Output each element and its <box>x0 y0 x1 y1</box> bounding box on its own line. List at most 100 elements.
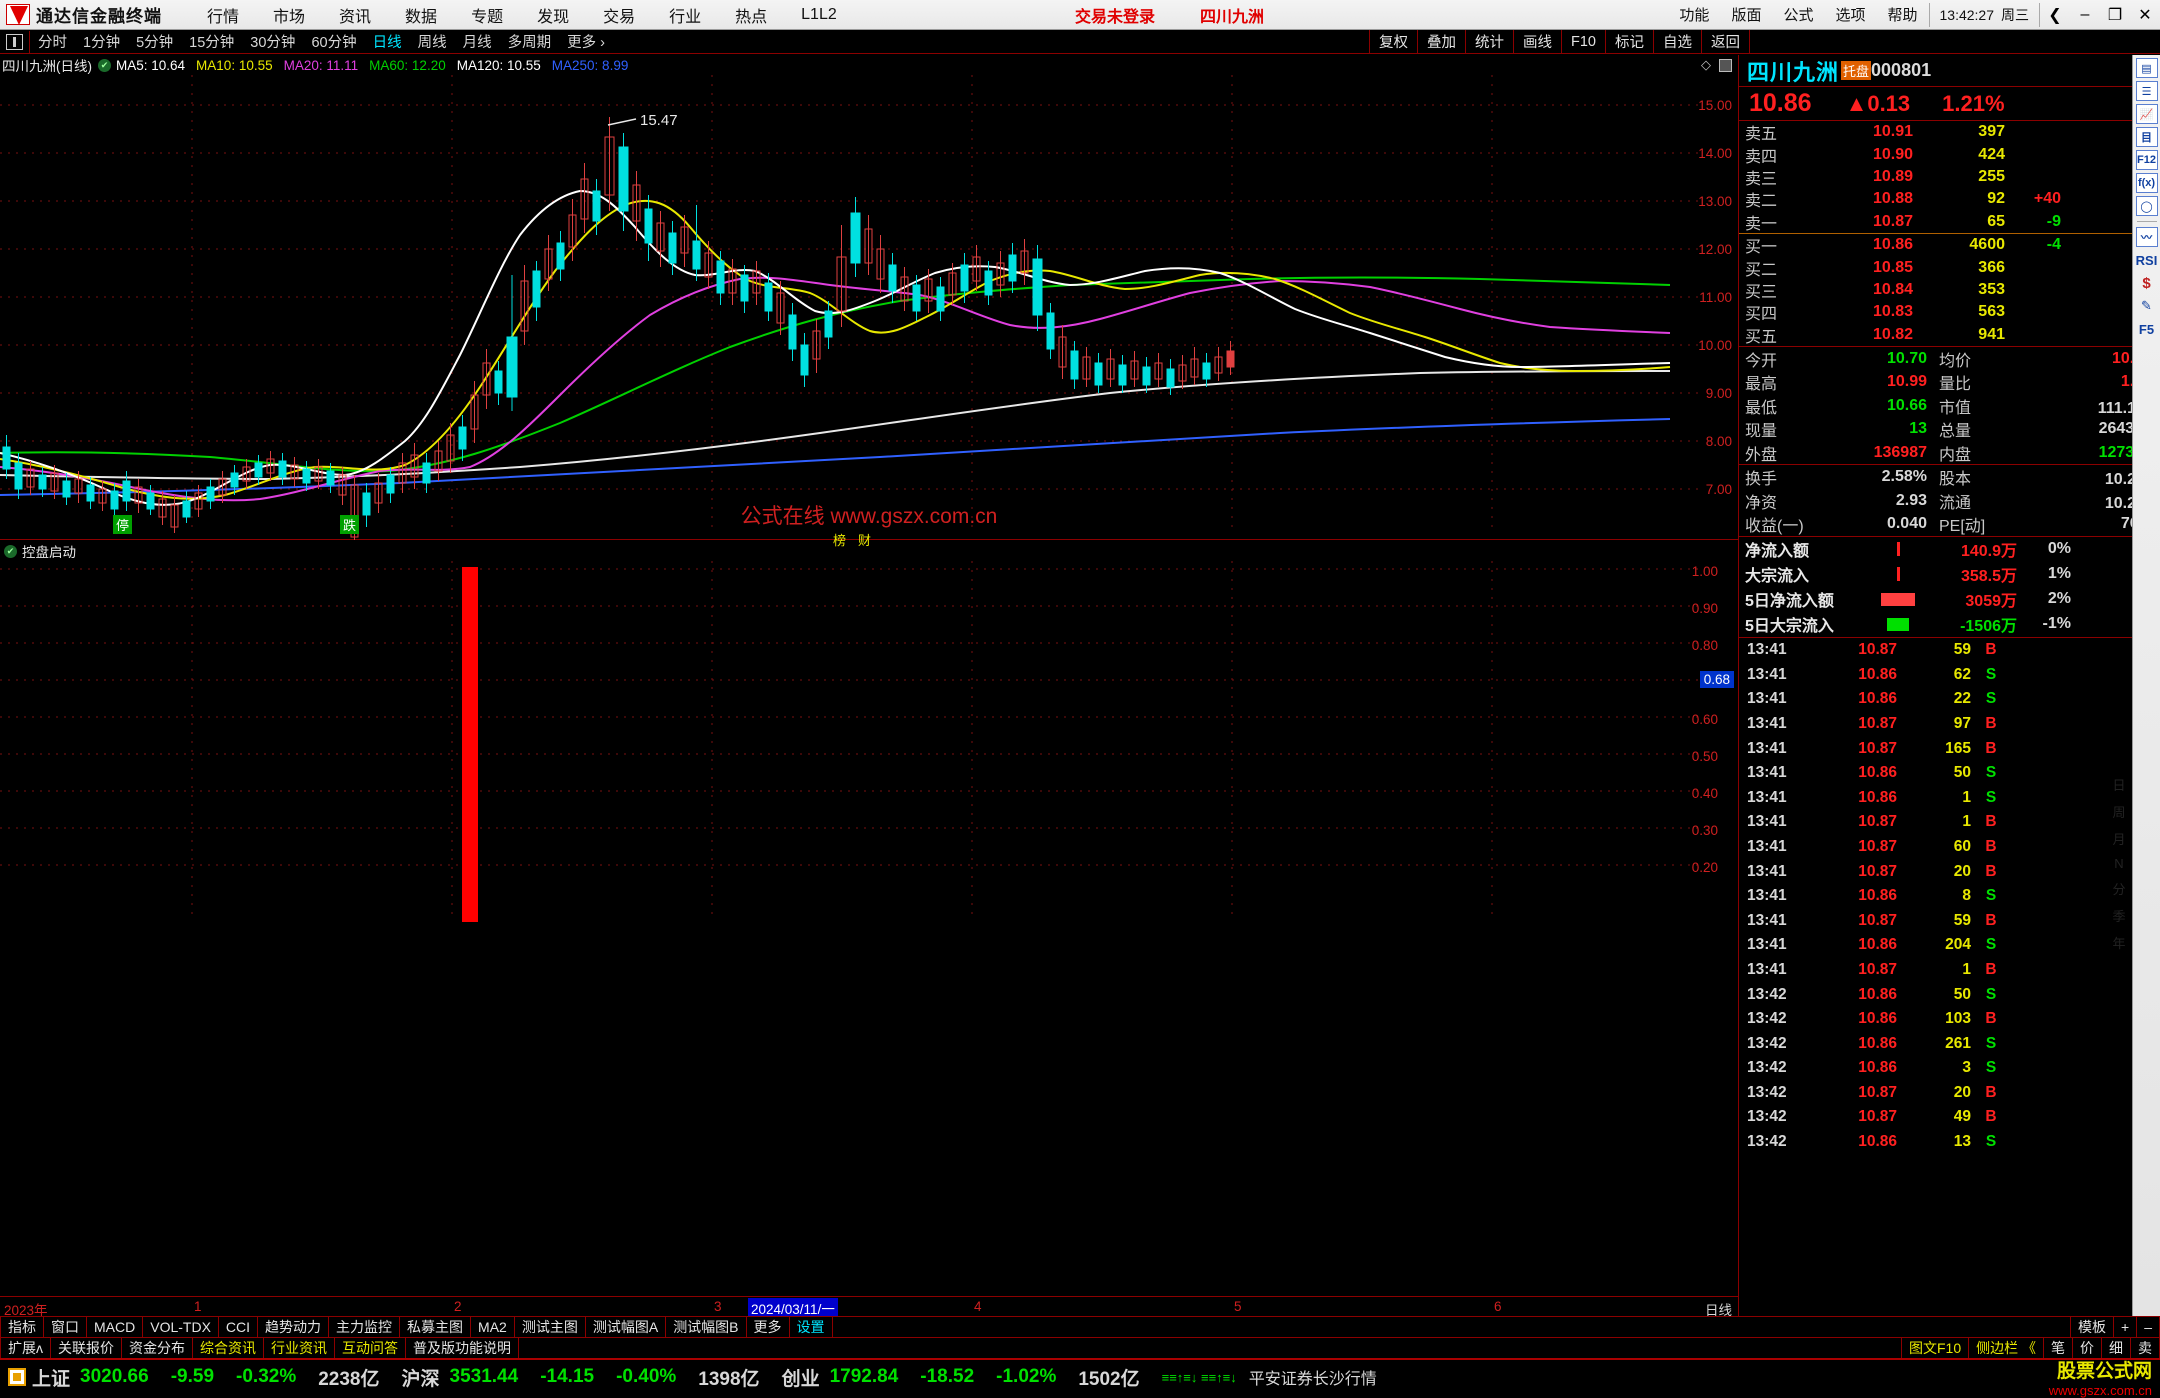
menu-item-quotes[interactable]: 行情 <box>207 8 240 26</box>
timeframe-letter-strip[interactable]: 日 周 月 N 分 季 年 <box>2106 775 2132 952</box>
close-icon[interactable]: ✕ <box>2138 6 2152 24</box>
letter-minute[interactable]: 分 <box>2112 882 2126 897</box>
btn-test-main[interactable]: 测试主图 <box>515 1317 586 1337</box>
btn-more[interactable]: 更多 <box>747 1317 790 1337</box>
grid-icon[interactable]: ▤ <box>2135 58 2158 78</box>
btn-cci[interactable]: CCI <box>219 1317 259 1337</box>
minimize-icon[interactable]: – <box>2080 5 2090 23</box>
letter-year[interactable]: 年 <box>2112 936 2126 951</box>
tool-adjust[interactable]: 复权 <box>1369 29 1417 54</box>
menu-item-news[interactable]: 资讯 <box>339 8 372 26</box>
btn-test-sub-a[interactable]: 测试幅图A <box>586 1317 667 1337</box>
letter-day[interactable]: 日 <box>2112 778 2126 793</box>
order-book[interactable]: 卖五 10.91 397 卖四 10.90 424 卖三 10.89 255 卖二 10.88… <box>1739 121 2160 346</box>
chart-icon[interactable]: 📈 <box>2135 104 2158 124</box>
tool-drawline[interactable]: 画线 <box>1513 29 1561 54</box>
btn-interactive-qa[interactable]: 互动问答 <box>335 1338 406 1358</box>
btn-linked-quote[interactable]: 关联报价 <box>51 1338 122 1358</box>
back-icon[interactable]: ❮ <box>2048 6 2062 24</box>
btn-private-main[interactable]: 私募主图 <box>400 1317 472 1337</box>
tool-overlay[interactable]: 叠加 <box>1417 29 1465 54</box>
period-multi[interactable]: 多周期 <box>507 35 552 51</box>
btn-test-sub-b[interactable]: 测试幅图B <box>666 1317 747 1337</box>
period-monthly[interactable]: 月线 <box>462 35 492 51</box>
btn-trend-power[interactable]: 趋势动力 <box>258 1317 330 1337</box>
order-book-row[interactable]: 买四 10.83 563 <box>1739 301 2160 323</box>
btn-indicator[interactable]: 指标 <box>0 1317 44 1337</box>
period-fenshi[interactable]: 分时 <box>38 35 67 51</box>
market-icon[interactable] <box>8 1368 26 1386</box>
letter-quarter[interactable]: 季 <box>2112 909 2126 924</box>
btn-main-monitor[interactable]: 主力监控 <box>329 1317 401 1337</box>
tool-mark[interactable]: 标记 <box>1605 29 1653 54</box>
btn-detail[interactable]: 细 <box>2102 1338 2131 1358</box>
btn-ma2[interactable]: MA2 <box>471 1317 515 1337</box>
letter-week[interactable]: 周 <box>2112 805 2126 820</box>
menu-item-discover[interactable]: 发现 <box>537 8 570 26</box>
btn-macd[interactable]: MACD <box>87 1317 144 1337</box>
period-60min[interactable]: 60分钟 <box>311 35 357 51</box>
letter-n[interactable]: N <box>2114 856 2124 871</box>
tool-statistics[interactable]: 统计 <box>1465 29 1513 54</box>
order-book-row[interactable]: 卖五 10.91 397 <box>1739 121 2160 143</box>
menu-item-help[interactable]: 帮助 <box>1887 7 1918 24</box>
fullscreen-icon[interactable] <box>1719 58 1732 72</box>
btn-zoom-in[interactable]: + <box>2114 1317 2138 1337</box>
indicator-pane[interactable]: ✔ 控盘启动 <box>0 541 1738 1280</box>
formula-icon[interactable]: f(x) <box>2135 173 2158 193</box>
menu-item-trade[interactable]: 交易 <box>603 8 636 26</box>
period-5min[interactable]: 5分钟 <box>136 35 174 51</box>
tool-f10[interactable]: F10 <box>1561 29 1605 54</box>
order-book-row[interactable]: 买二 10.85 366 <box>1739 256 2160 279</box>
menu-item-hotspot[interactable]: 热点 <box>735 8 768 26</box>
circle-icon[interactable]: ◯ <box>2135 196 2158 216</box>
period-more[interactable]: 更多 › <box>567 35 605 51</box>
tool-watchlist[interactable]: 自选 <box>1653 29 1701 54</box>
f5-icon[interactable]: F5 <box>2138 321 2155 337</box>
menu-item-l1l2[interactable]: L1L2 <box>801 5 837 23</box>
btn-extend[interactable]: 扩展ʌ <box>0 1338 51 1358</box>
calendar-icon[interactable]: 目 <box>2135 127 2158 147</box>
btn-fund-distribution[interactable]: 资金分布 <box>122 1338 193 1358</box>
list-icon[interactable]: ☰ <box>2135 81 2158 101</box>
btn-price[interactable]: 价 <box>2073 1338 2102 1358</box>
btn-comprehensive-news[interactable]: 综合资讯 <box>193 1338 264 1358</box>
letter-month[interactable]: 月 <box>2112 832 2126 847</box>
order-book-row[interactable]: 卖二 10.88 92 +40 <box>1739 188 2160 210</box>
panel-toggle-icon[interactable] <box>6 33 23 50</box>
restore-icon[interactable]: ❐ <box>2107 6 2123 24</box>
pen-icon[interactable]: ✎ <box>2141 298 2152 313</box>
indicator-plot-area[interactable]: 1.00 0.90 0.80 0.60 0.50 0.40 0.30 0.20 … <box>0 561 1738 1280</box>
btn-f10-graphic[interactable]: 图文F10 <box>1900 1338 1970 1358</box>
main-price-chart[interactable]: 四川九洲(日线) ✔ MA5: 10.64 MA10: 10.55 MA20: … <box>0 55 1738 548</box>
btn-settings[interactable]: 设置 <box>790 1317 833 1337</box>
btn-feature-guide[interactable]: 普及版功能说明 <box>406 1338 519 1358</box>
btn-window[interactable]: 窗口 <box>44 1317 87 1337</box>
order-book-row[interactable]: 买一 10.86 4600 -4 <box>1739 234 2160 256</box>
btn-template[interactable]: 模板 <box>2070 1317 2115 1337</box>
tool-back[interactable]: 返回 <box>1701 29 1750 54</box>
diamond-icon[interactable]: ◇ <box>1701 57 1711 72</box>
menu-item-market[interactable]: 市场 <box>273 8 306 26</box>
menu-item-layout[interactable]: 版面 <box>1731 7 1762 24</box>
wave-icon[interactable]: 〰 <box>2135 227 2158 247</box>
menu-item-function[interactable]: 功能 <box>1679 7 1710 24</box>
price-plot-area[interactable]: 15.47 6.30 15.00 14.00 13.00 12.00 11.00… <box>0 75 1738 548</box>
btn-sell[interactable]: 卖 <box>2131 1338 2160 1358</box>
order-book-row[interactable]: 买三 10.84 353 <box>1739 279 2160 301</box>
order-book-row[interactable]: 卖四 10.90 424 <box>1739 143 2160 166</box>
right-icon-strip[interactable]: ▤ ☰ 📈 目 F12 f(x) ◯ 〰 RSI $ ✎ F5 <box>2132 55 2160 1316</box>
period-weekly[interactable]: 周线 <box>417 35 447 51</box>
period-1min[interactable]: 1分钟 <box>83 35 121 51</box>
order-book-row[interactable]: 卖一 10.87 65 -9 <box>1739 211 2160 233</box>
btn-sidebar[interactable]: 侧边栏 《 <box>1969 1338 2044 1358</box>
rsi-icon[interactable]: RSI <box>2135 252 2158 268</box>
f12-icon[interactable]: F12 <box>2135 150 2158 170</box>
order-book-row[interactable]: 买五 10.82 941 <box>1739 324 2160 346</box>
menu-item-formula[interactable]: 公式 <box>1783 7 1814 24</box>
menu-item-options[interactable]: 选项 <box>1835 7 1866 24</box>
btn-industry-news[interactable]: 行业资讯 <box>264 1338 335 1358</box>
btn-vol-tdx[interactable]: VOL-TDX <box>143 1317 219 1337</box>
period-15min[interactable]: 15分钟 <box>189 35 235 51</box>
